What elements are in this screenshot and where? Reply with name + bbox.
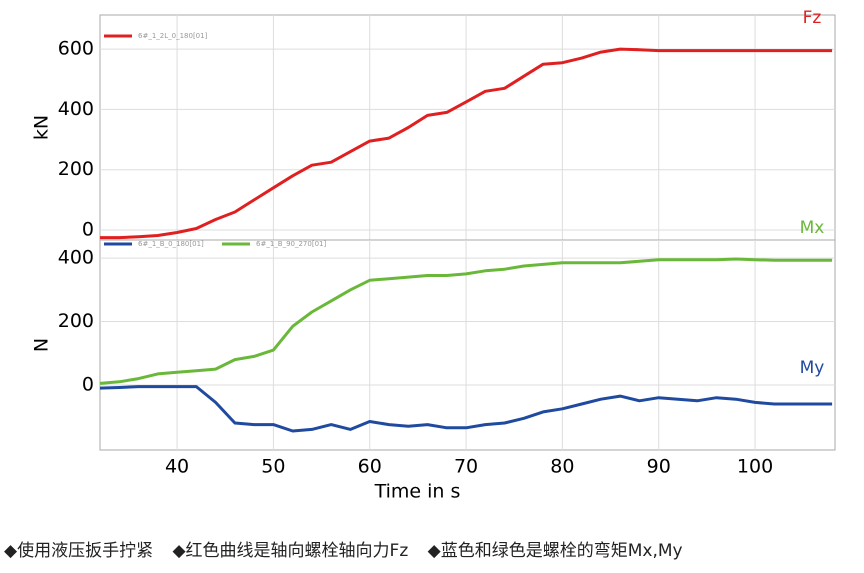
y-tick-label: 0 xyxy=(82,219,94,241)
legend-label: 6#_1_2L_0_180[01] xyxy=(138,32,208,40)
x-tick-label: 80 xyxy=(550,456,574,478)
caption-item: ◆红色曲线是轴向螺栓轴向力Fz xyxy=(172,541,409,561)
legend-label: 6#_1_B_0_180[01] xyxy=(138,240,204,248)
series-line xyxy=(99,257,833,385)
y-tick-label: 200 xyxy=(58,310,94,332)
y-tick-label: 0 xyxy=(82,373,94,395)
y-tick-label: 200 xyxy=(58,158,94,180)
series-label: Fz xyxy=(803,8,822,28)
plot-area xyxy=(99,14,836,241)
legend-label: 6#_1_B_90_270[01] xyxy=(256,240,326,248)
x-tick-label: 50 xyxy=(261,456,285,478)
y-tick-label: 400 xyxy=(58,98,94,120)
chart: 0 200 400 600 kN 6#_1_2L_0_180[01] Fz 40 50 60 70 8… xyxy=(31,8,836,503)
caption-item: ◆使用液压扳手拧紧 xyxy=(4,541,154,561)
series-label: My xyxy=(800,358,825,378)
x-tick-label: 100 xyxy=(737,456,773,478)
x-tick-label: 40 xyxy=(165,456,189,478)
series-line xyxy=(99,385,833,433)
y-axis-label: N xyxy=(31,338,53,352)
x-tick-label: 60 xyxy=(358,456,382,478)
plot-area xyxy=(99,239,836,451)
y-tick-label: 600 xyxy=(58,38,94,60)
caption: ◆使用液压扳手拧紧 ◆红色曲线是轴向螺栓轴向力Fz ◆蓝色和绿色是螺栓的弯矩Mx… xyxy=(4,536,697,561)
x-axis-label: Time in s xyxy=(374,481,461,503)
y-axis-label: kN xyxy=(31,115,53,140)
x-tick-label: 70 xyxy=(454,456,478,478)
caption-item: ◆蓝色和绿色是螺栓的弯矩Mx,My xyxy=(427,541,683,561)
x-tick-label: 90 xyxy=(647,456,671,478)
series-line xyxy=(100,47,833,240)
y-tick-label: 400 xyxy=(58,247,94,269)
series-label: Mx xyxy=(800,218,825,238)
